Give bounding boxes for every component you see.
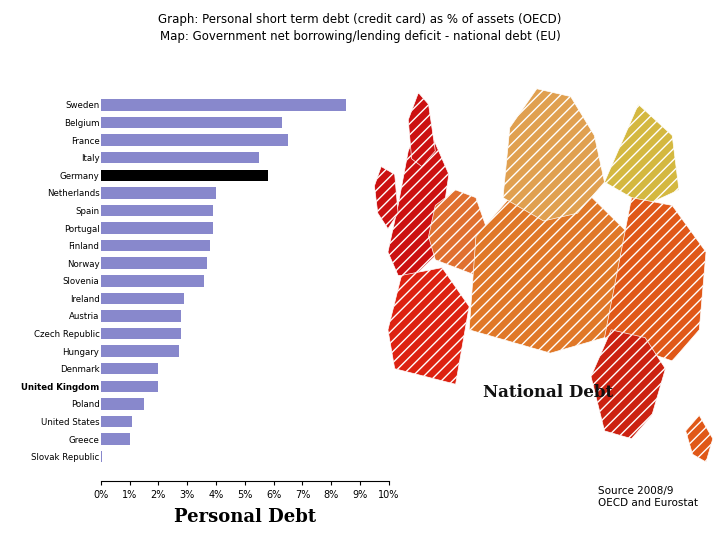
Bar <box>101 398 144 410</box>
Polygon shape <box>469 182 631 353</box>
Bar <box>101 328 181 339</box>
Polygon shape <box>591 330 665 438</box>
Bar <box>101 416 132 427</box>
Polygon shape <box>388 268 469 384</box>
Text: Source 2008/9
OECD and Eurostat: Source 2008/9 OECD and Eurostat <box>598 486 698 508</box>
Text: National Debt: National Debt <box>482 383 613 401</box>
Polygon shape <box>408 93 436 166</box>
Bar <box>101 117 282 128</box>
Bar <box>101 187 216 199</box>
Polygon shape <box>605 104 679 205</box>
Polygon shape <box>503 89 605 221</box>
Bar <box>101 451 102 462</box>
Bar <box>101 363 158 374</box>
Bar <box>101 346 179 357</box>
Text: Map: Government net borrowing/lending deficit - national debt (EU): Map: Government net borrowing/lending de… <box>160 30 560 43</box>
Polygon shape <box>374 166 398 229</box>
Polygon shape <box>388 120 449 275</box>
Bar <box>101 381 158 392</box>
X-axis label: Personal Debt: Personal Debt <box>174 508 316 526</box>
Polygon shape <box>605 198 706 361</box>
Bar <box>101 258 207 269</box>
Polygon shape <box>685 415 713 462</box>
Bar <box>101 275 204 287</box>
Bar <box>101 134 288 146</box>
Bar <box>101 170 268 181</box>
Bar <box>101 222 213 234</box>
Bar <box>101 293 184 304</box>
Bar <box>101 205 213 216</box>
Bar <box>101 240 210 251</box>
Polygon shape <box>428 190 490 275</box>
Bar <box>101 99 346 111</box>
Bar <box>101 152 259 164</box>
Text: Graph: Personal short term debt (credit card) as % of assets (OECD): Graph: Personal short term debt (credit … <box>158 14 562 26</box>
Bar <box>101 434 130 445</box>
Bar <box>101 310 181 322</box>
